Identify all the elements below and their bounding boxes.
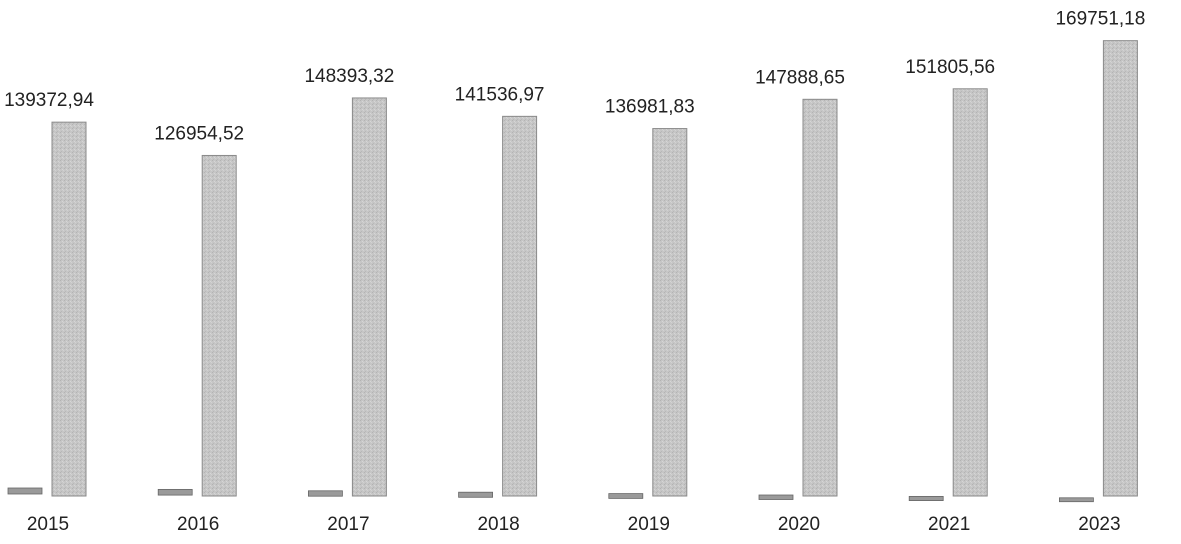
bar-2019 xyxy=(652,128,688,497)
data-label-2018: 141536,97 xyxy=(455,84,545,105)
x-tick-2021: 2021 xyxy=(928,514,970,535)
x-tick-2023: 2023 xyxy=(1078,514,1120,535)
x-tick-2017: 2017 xyxy=(327,514,369,535)
x-tick-2020: 2020 xyxy=(778,514,820,535)
bar-2016 xyxy=(201,154,237,497)
data-label-2015: 139372,94 xyxy=(4,90,94,111)
x-tick-2016: 2016 xyxy=(177,514,219,535)
bar-2021 xyxy=(952,88,988,497)
data-label-2017: 148393,32 xyxy=(304,66,394,87)
data-labels: 139372,94 126954,52 148393,32 141536,97 1369… xyxy=(4,9,1145,145)
bar-2020 xyxy=(802,98,838,497)
x-tick-2015: 2015 xyxy=(27,514,69,535)
data-label-2020: 147888,65 xyxy=(755,67,845,88)
bar-2023 xyxy=(1102,40,1138,497)
small-bar-2019 xyxy=(608,493,644,499)
main-bars xyxy=(51,40,1138,497)
small-bar-2018 xyxy=(458,491,494,498)
small-bar-2020 xyxy=(758,494,794,500)
small-bars xyxy=(7,487,1094,503)
bar-2015 xyxy=(51,121,87,497)
bar-2017 xyxy=(351,97,387,497)
small-bar-2023 xyxy=(1059,497,1094,503)
x-tick-2018: 2018 xyxy=(477,514,519,535)
data-label-2019: 136981,83 xyxy=(605,97,695,118)
x-tick-2019: 2019 xyxy=(628,514,670,535)
small-bar-2021 xyxy=(908,495,944,501)
data-label-2016: 126954,52 xyxy=(154,123,244,144)
x-axis-ticks: 2015 2016 2017 2018 2019 2020 2021 2023 xyxy=(27,514,1121,535)
small-bar-2016 xyxy=(157,488,193,496)
data-label-2023: 169751,18 xyxy=(1055,9,1145,30)
small-bar-2017 xyxy=(307,490,343,497)
bar-2018 xyxy=(502,115,538,497)
data-label-2021: 151805,56 xyxy=(905,57,995,78)
small-bar-2015 xyxy=(7,487,43,495)
